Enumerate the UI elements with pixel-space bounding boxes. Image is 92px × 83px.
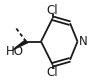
Text: Cl: Cl xyxy=(47,4,58,17)
Text: Cl: Cl xyxy=(47,66,58,79)
Text: N: N xyxy=(79,35,87,48)
Text: HO: HO xyxy=(6,45,24,58)
Polygon shape xyxy=(13,40,27,50)
